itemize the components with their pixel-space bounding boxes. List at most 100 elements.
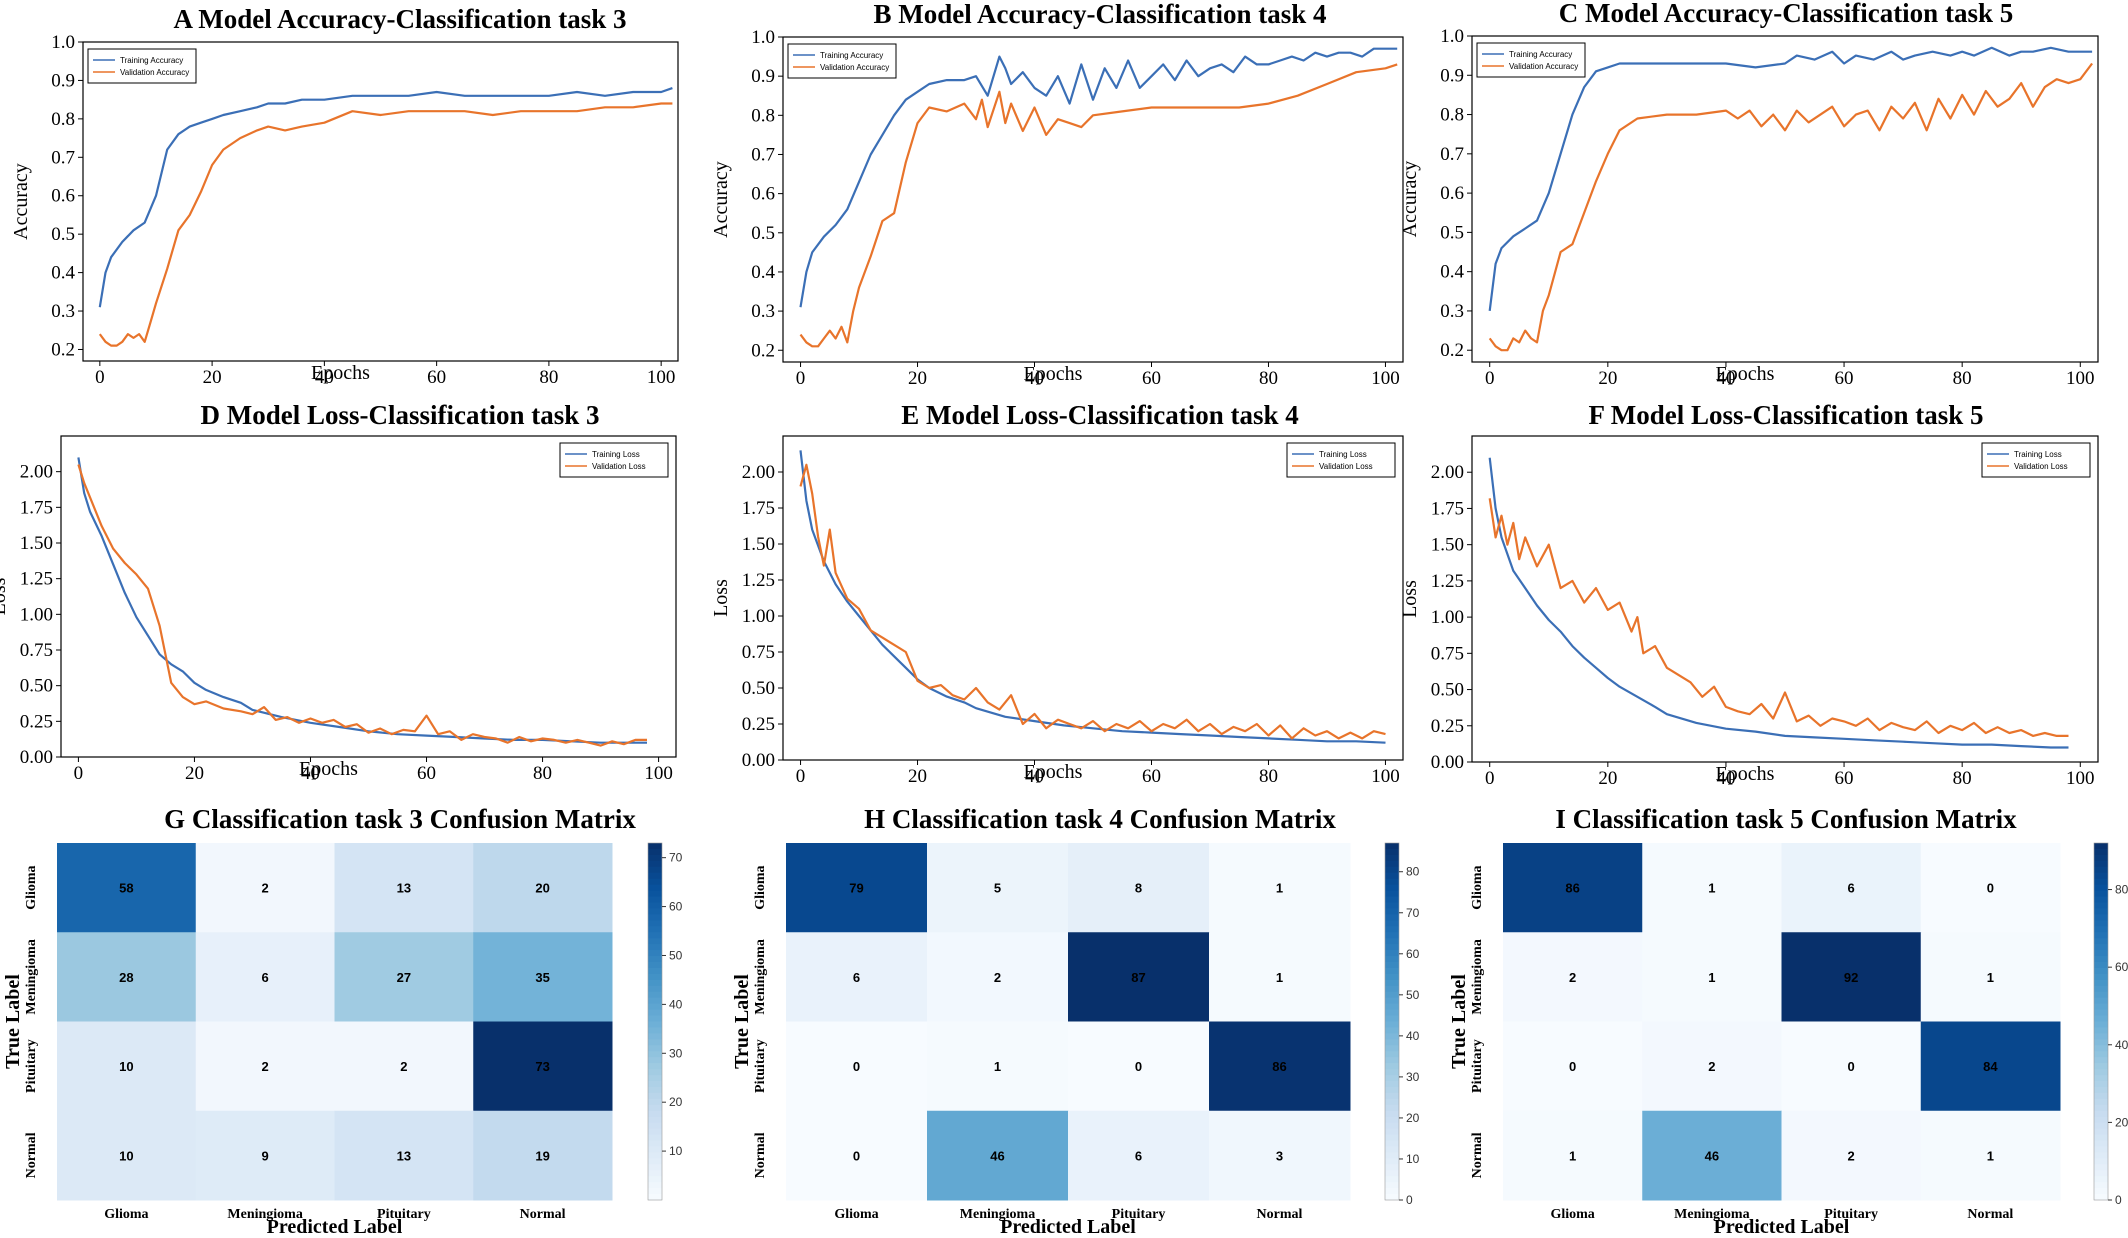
- cell-value: 13: [397, 1148, 411, 1163]
- y-tick-label: 0.5: [1440, 222, 1464, 243]
- colorbar-tick-label: 0: [1406, 1193, 1413, 1207]
- panel-title: H Classification task 4 Confusion Matrix: [864, 804, 1336, 834]
- x-category-label: Normal: [520, 1207, 566, 1222]
- cell-value: 1: [1987, 1148, 1994, 1163]
- cell-value: 79: [849, 881, 863, 896]
- panel-title: E Model Loss-Classification task 4: [901, 400, 1299, 430]
- validation-series-line: [1488, 498, 2069, 738]
- colorbar-step: [1385, 1188, 1399, 1195]
- cell-value: 1: [1708, 970, 1715, 985]
- colorbar-step: [2094, 843, 2108, 850]
- line-chart-a: A Model Accuracy-Classification task 3 0 2…: [10, 4, 679, 388]
- x-tick-label: 40: [1716, 768, 1735, 789]
- plot-frame: [82, 41, 679, 362]
- y-tick-label: 0.00: [1431, 752, 1464, 773]
- y-axis-label: Accuracy: [10, 163, 32, 240]
- cell-value: 5: [994, 881, 1001, 896]
- matrix-cell: [57, 843, 197, 933]
- legend-entry: Validation Accuracy: [120, 68, 189, 77]
- colorbar-step: [1385, 878, 1399, 886]
- colorbar-step: [2094, 1110, 2108, 1118]
- colorbar-step: [2094, 1015, 2108, 1023]
- colorbar-tick-label: 20: [1406, 1111, 1420, 1125]
- colorbar-step: [648, 973, 662, 981]
- colorbar-tick-label: 10: [669, 1144, 683, 1158]
- x-tick-label: 60: [1835, 368, 1854, 389]
- matrix-cell: [195, 843, 335, 933]
- colorbar-step: [1385, 1075, 1399, 1082]
- legend-entry: Training Loss: [2014, 450, 2062, 459]
- colorbar-step: [648, 1122, 662, 1130]
- colorbar-step: [648, 991, 662, 999]
- legend-entry: Validation Loss: [2014, 462, 2068, 471]
- cell-value: 10: [119, 1059, 133, 1074]
- colorbar-step: [1385, 967, 1399, 975]
- plot-frame: [1471, 435, 2099, 763]
- colorbar-step: [1385, 1003, 1399, 1011]
- colorbar-tick-label: 10: [1406, 1152, 1420, 1166]
- y-tick-label: 0.25: [742, 714, 775, 735]
- matrix-cell: [1642, 932, 1782, 1022]
- cell-value: 2: [262, 1059, 269, 1074]
- cell-value: 86: [1272, 1059, 1286, 1074]
- y-tick-label: 1.25: [742, 570, 775, 591]
- colorbar-step: [1385, 914, 1399, 921]
- colorbar-step: [2094, 1158, 2108, 1165]
- y-tick-label: 1.50: [20, 533, 53, 554]
- colorbar-step: [2094, 979, 2108, 987]
- colorbar-step: [1385, 932, 1399, 939]
- legend-entry: Validation Loss: [1319, 462, 1373, 471]
- colorbar-step: [2094, 884, 2108, 892]
- cell-value: 0: [853, 1148, 860, 1163]
- training-series-line: [77, 457, 647, 744]
- colorbar-step: [2094, 1140, 2108, 1148]
- y-tick-label: 1.25: [20, 569, 53, 590]
- y-tick-label: 0.00: [20, 747, 53, 768]
- cell-value: 2: [1708, 1059, 1715, 1074]
- matrix-cell: [1209, 1110, 1351, 1201]
- colorbar-step: [1385, 1158, 1399, 1165]
- colorbar-step: [648, 860, 662, 868]
- colorbar-step: [2094, 1021, 2108, 1029]
- x-tick-label: 40: [1716, 368, 1735, 389]
- panel-title: G Classification task 3 Confusion Matrix: [164, 804, 636, 834]
- colorbar-step: [648, 997, 662, 1005]
- legend-box: [1286, 442, 1396, 478]
- y-tick-label: 0.75: [1431, 643, 1464, 664]
- matrix-cell: [473, 932, 613, 1022]
- colorbar-step: [648, 1015, 662, 1023]
- y-category-label: Meningioma: [24, 939, 39, 1014]
- colorbar-step: [648, 956, 662, 963]
- y-axis-label: True Label: [2, 974, 24, 1069]
- colorbar-step: [2094, 1086, 2108, 1094]
- y-category-label: Pituitary: [753, 1039, 768, 1093]
- cell-value: 1: [1987, 970, 1994, 985]
- colorbar-step: [2094, 967, 2108, 975]
- colorbar-step: [648, 938, 662, 945]
- cell-value: 46: [1705, 1148, 1719, 1163]
- y-category-label: Meningioma: [753, 939, 768, 1014]
- confusion-matrix-h: H Classification task 4 Confusion Matrix…: [731, 804, 1420, 1238]
- colorbar-step: [2094, 1170, 2108, 1177]
- plot-frame: [60, 435, 677, 758]
- matrix-cell: [334, 1110, 474, 1201]
- colorbar-tick-label: 40: [2115, 1038, 2128, 1052]
- colorbar-step: [648, 1009, 662, 1017]
- matrix-cell: [786, 843, 928, 933]
- matrix-cell: [1068, 1110, 1210, 1201]
- legend-entry: Training Loss: [592, 450, 640, 459]
- y-tick-label: 1.75: [1431, 498, 1464, 519]
- panel-title: A Model Accuracy-Classification task 3: [174, 4, 627, 34]
- colorbar-tick-label: 70: [1406, 906, 1420, 920]
- colorbar-step: [648, 1045, 662, 1052]
- colorbar: 0 10 20 30 40 50 60 70 80: [1384, 842, 1420, 1207]
- legend-entry: Training Accuracy: [1509, 50, 1572, 59]
- training-series-line: [799, 450, 1386, 744]
- y-tick-label: 0.9: [1440, 65, 1464, 86]
- matrix-cell: [1642, 1110, 1782, 1201]
- matrix-cell: [927, 932, 1069, 1022]
- x-tick-label: 40: [301, 763, 320, 784]
- colorbar-step: [648, 1146, 662, 1153]
- x-axis-label: Epochs: [1024, 363, 1083, 385]
- matrix-cell: [57, 1110, 197, 1201]
